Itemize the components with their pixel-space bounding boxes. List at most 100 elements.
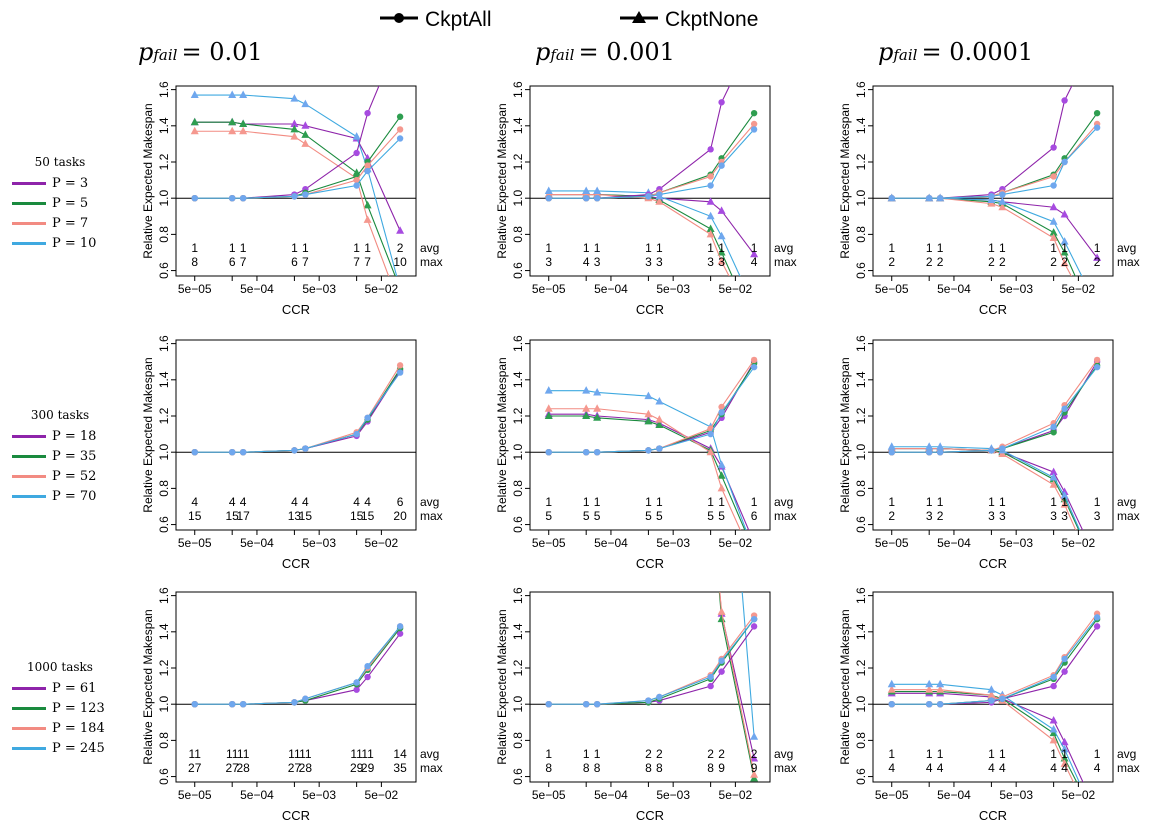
x-axis-label: CCR: [979, 808, 1007, 823]
ckptall-point: [999, 445, 1005, 451]
max-annotation: 5: [707, 509, 714, 523]
max-annotation: 2: [937, 509, 944, 523]
max-annotation: 28: [236, 761, 250, 775]
max-annotation: 5: [545, 509, 552, 523]
ckptnone-point: [582, 404, 590, 412]
ckptall-point: [645, 193, 651, 199]
ckptall-point: [988, 447, 994, 453]
avg-annotation: 1: [594, 495, 601, 509]
avg-annotation: 1: [1094, 495, 1101, 509]
max-annotation: 10: [393, 255, 407, 269]
avg-label: avg: [420, 495, 439, 509]
ckptnone-point: [925, 680, 933, 688]
ckptall-point: [656, 445, 662, 451]
avg-annotation: 1: [988, 747, 995, 761]
avg-annotation: 1: [353, 241, 360, 255]
avg-annotation: 4: [291, 495, 298, 509]
avg-annotation: 11: [237, 747, 250, 761]
avg-annotation: 2: [707, 747, 714, 761]
row-legend-1: 300 tasks P = 18 P = 35 P = 52 P = 70: [0, 408, 140, 506]
ckptall-point: [926, 449, 932, 455]
ckptall-point: [364, 168, 370, 174]
chart-panel-1-0: 0.60.81.01.21.41.6Relative Expected Make…: [124, 334, 476, 586]
max-annotation: 8: [594, 761, 601, 775]
y-tick-label: 0.8: [854, 226, 868, 243]
avg-annotation: 1: [707, 495, 714, 509]
avg-annotation: 11: [361, 747, 374, 761]
ckptnone-point: [582, 186, 590, 194]
x-tick-label: 5e−02: [1062, 282, 1096, 296]
ckptall-point: [192, 701, 198, 707]
max-annotation: 3: [1061, 509, 1068, 523]
y-tick-label: 1.4: [511, 371, 525, 388]
x-tick-label: 5e−02: [719, 282, 753, 296]
x-tick-label: 5e−03: [656, 788, 690, 802]
x-axis-label: CCR: [636, 302, 664, 317]
ckptall-point: [988, 697, 994, 703]
avg-label: avg: [1117, 747, 1136, 761]
avg-annotation: 1: [988, 241, 995, 255]
y-axis-label: Relative Expected Makespan: [838, 103, 852, 258]
x-tick-label: 5e−04: [937, 788, 971, 802]
row-legend-label: P = 10: [52, 236, 96, 251]
x-tick-label: 5e−02: [365, 536, 399, 550]
avg-annotation: 1: [1050, 747, 1057, 761]
max-annotation: 3: [718, 255, 725, 269]
y-tick-label: 0.8: [511, 226, 525, 243]
ckptall-point: [751, 110, 757, 116]
max-annotation: 8: [583, 761, 590, 775]
x-tick-label: 5e−05: [532, 282, 566, 296]
y-tick-label: 1.2: [157, 659, 171, 676]
max-annotation: 3: [999, 509, 1006, 523]
row-legend-label: P = 18: [52, 429, 96, 444]
avg-annotation: 1: [999, 747, 1006, 761]
max-annotation: 2: [1050, 255, 1057, 269]
max-annotation: 15: [299, 509, 313, 523]
ckptall-point: [397, 135, 403, 141]
y-tick-label: 1.6: [854, 335, 868, 352]
ckptnone-point: [750, 320, 758, 328]
max-annotation: 8: [545, 761, 552, 775]
max-annotation: 4: [937, 761, 944, 775]
ckptall-point: [718, 409, 724, 415]
avg-annotation: 1: [926, 495, 933, 509]
avg-annotation: 1: [302, 241, 309, 255]
y-tick-label: 0.8: [854, 480, 868, 497]
ckptall-point: [594, 195, 600, 201]
ckptall-point: [302, 191, 308, 197]
avg-annotation: 1: [999, 241, 1006, 255]
avg-annotation: 4: [353, 495, 360, 509]
x-tick-label: 5e−04: [594, 788, 628, 802]
ckptnone-point: [1093, 556, 1101, 564]
legend-label-ckptnone: CkptNone: [665, 8, 758, 31]
ckptnone-point: [750, 320, 758, 328]
avg-annotation: 1: [645, 495, 652, 509]
x-tick-label: 5e−05: [532, 536, 566, 550]
chart-panel-2-0: 0.60.81.01.21.41.6Relative Expected Make…: [124, 586, 476, 838]
ckptall-series-line: [195, 373, 400, 453]
row-legend-label: P = 7: [52, 216, 88, 231]
ckptall-point: [397, 114, 403, 120]
ckptall-point: [229, 701, 235, 707]
row-legend-title: 1000 tasks: [0, 660, 120, 674]
max-annotation: 4: [988, 761, 995, 775]
y-tick-label: 1.6: [157, 81, 171, 98]
ckptnone-point: [228, 91, 236, 99]
avg-annotation: 11: [188, 747, 201, 761]
avg-annotation: 1: [718, 495, 725, 509]
x-tick-label: 5e−02: [365, 282, 399, 296]
avg-annotation: 2: [645, 747, 652, 761]
max-annotation: 2: [1094, 255, 1101, 269]
ckptnone-point: [582, 386, 590, 394]
ckptnone-point: [1093, 826, 1101, 834]
y-tick-label: 1.0: [511, 190, 525, 207]
row-legend-label: P = 52: [52, 469, 96, 484]
ckptnone-point: [1093, 565, 1101, 573]
y-tick-label: 1.0: [157, 696, 171, 713]
y-tick-label: 1.0: [854, 444, 868, 461]
max-annotation: 4: [1061, 761, 1068, 775]
ckptall-point: [1094, 110, 1100, 116]
avg-annotation: 1: [240, 241, 247, 255]
ckptall-point: [999, 696, 1005, 702]
column-title-1: pfail = 0.001: [535, 38, 679, 66]
